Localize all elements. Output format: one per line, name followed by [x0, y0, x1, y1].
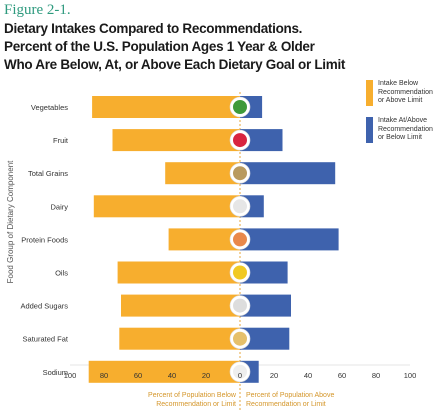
legend-above-label: Intake At/Above Recommendation or Below …: [378, 117, 433, 141]
bar-below: [165, 162, 240, 185]
x-tick-label: 20: [202, 371, 210, 380]
bar-below: [93, 195, 240, 218]
bar-below: [92, 96, 240, 118]
bar-above: [240, 294, 291, 317]
sugar-icon: [229, 295, 251, 316]
x-tick-label: 0: [238, 371, 242, 380]
bar-above: [240, 261, 288, 284]
dairy-icon: [229, 196, 251, 217]
bar-above: [240, 228, 339, 251]
y-axis-title: Food Group of Dietary Component: [6, 160, 15, 284]
x-tick-label: 80: [372, 371, 380, 380]
title-line-1: Dietary Intakes Compared to Recommendati…: [4, 21, 303, 36]
category-label: Protein Foods: [21, 235, 68, 244]
x-label-left: Percent of Population Below Recommendati…: [148, 392, 236, 408]
legend-above-swatch: [366, 117, 373, 143]
category-label: Total Grains: [28, 169, 68, 178]
chart-title: Dietary Intakes Compared to Recommendati…: [4, 20, 364, 74]
title-line-2: Percent of the U.S. Population Ages 1 Ye…: [4, 39, 315, 54]
bar-below: [88, 360, 240, 383]
category-label: Sodium: [43, 368, 68, 377]
saturated-fat-icon: [229, 328, 251, 350]
grains-icon: [229, 162, 251, 184]
legend-below-swatch: [366, 80, 373, 106]
vegetables-icon: [229, 96, 251, 118]
sodium-icon: [229, 361, 251, 383]
category-label: Oils: [55, 269, 68, 278]
bar-below: [112, 129, 240, 152]
x-tick-label: 60: [134, 371, 142, 380]
x-tick-label: 100: [404, 371, 417, 380]
title-line-3: Who Are Below, At, or Above Each Dietary…: [4, 57, 346, 72]
x-label-right: Percent of Population Above Recommendati…: [246, 392, 335, 408]
bar-below: [121, 294, 240, 317]
x-tick-label: 60: [338, 371, 346, 380]
bar-above: [240, 162, 336, 185]
oils-icon: [229, 262, 251, 283]
category-label: Added Sugars: [20, 302, 68, 311]
bar-below: [119, 327, 240, 350]
x-tick-label: 40: [304, 371, 312, 380]
category-label: Saturated Fat: [23, 335, 69, 344]
fruit-icon: [229, 129, 251, 151]
bar-below: [117, 261, 240, 284]
legend-below-label: Intake Below Recommendation or Above Lim…: [378, 80, 433, 104]
category-label: Dairy: [50, 202, 68, 211]
protein-icon: [229, 229, 251, 250]
x-tick-label: 80: [100, 371, 108, 380]
x-tick-label: 20: [270, 371, 278, 380]
bar-above: [240, 129, 283, 152]
bar-above: [240, 327, 290, 350]
figure-label: Figure 2-1.: [4, 2, 71, 18]
x-tick-label: 40: [168, 371, 176, 380]
category-label: Vegetables: [31, 103, 68, 112]
x-tick-label: 100: [64, 371, 77, 380]
bar-below: [168, 228, 240, 251]
category-label: Fruit: [53, 136, 69, 145]
